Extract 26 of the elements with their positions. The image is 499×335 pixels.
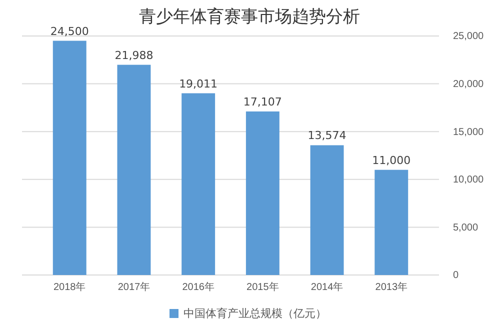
text: 17,107 <box>243 95 282 108</box>
x-tick-label: 2016年 <box>182 281 214 294</box>
text: 21,988 <box>114 48 154 62</box>
text: 11,000 <box>372 154 411 167</box>
y-tick-label: 20,000 <box>453 79 484 90</box>
chart-title: 青少年体育赛事市场趋势分析 <box>139 7 360 27</box>
y-tick-label: 15,000 <box>453 126 484 138</box>
y-tick-label: 0 <box>453 270 459 282</box>
text: 24,500 <box>50 24 89 38</box>
y-tick-label: 5,000 <box>453 222 478 234</box>
bar <box>182 93 216 275</box>
x-tick-label: 2017年 <box>118 281 150 294</box>
y-tick-label: 25,000 <box>453 31 484 42</box>
bar <box>310 145 344 275</box>
bar <box>52 40 86 275</box>
x-tick-label: 2013年 <box>375 281 408 294</box>
text: 13,574 <box>308 129 346 142</box>
x-tick-label: 2018年 <box>53 281 86 294</box>
text: 19,011 <box>179 77 218 90</box>
legend-label: 中国体育产业总规模（亿元） <box>184 307 326 320</box>
x-tick-label: 2014年 <box>310 281 344 294</box>
bar <box>374 170 408 275</box>
bar <box>246 111 280 275</box>
x-tick-label: 2015年 <box>246 281 279 294</box>
bar <box>117 64 151 275</box>
y-tick-label: 10,000 <box>453 174 484 186</box>
